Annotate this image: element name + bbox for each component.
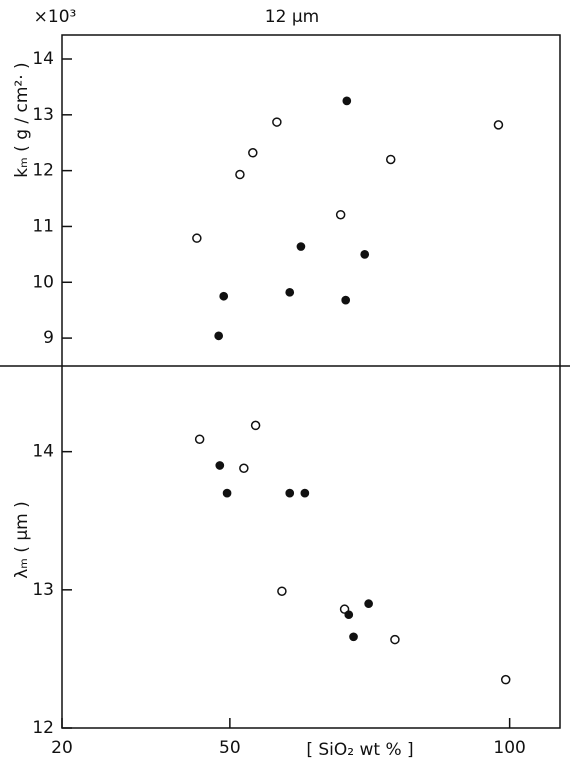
data-point: [500, 674, 511, 685]
x-tick-label: 50: [219, 738, 241, 758]
data-point: [344, 610, 354, 620]
data-point: [349, 632, 358, 642]
data-point: [192, 233, 202, 243]
data-point: [214, 331, 224, 341]
y-tick-label: 12: [32, 161, 54, 181]
y-tick-label: 14: [32, 49, 54, 69]
data-point: [277, 586, 287, 596]
data-point: [360, 250, 370, 259]
data-point: [250, 420, 261, 431]
data-point: [296, 242, 306, 251]
y-tick-label: 13: [32, 105, 54, 125]
data-point: [194, 434, 205, 444]
x-tick-label: 100: [493, 738, 525, 758]
data-point: [385, 154, 396, 165]
data-point: [248, 148, 258, 158]
y-tick-label: 9: [43, 328, 54, 348]
data-point: [341, 295, 351, 305]
data-point: [342, 96, 352, 106]
data-point: [219, 291, 229, 301]
y-tick-label: 14: [32, 442, 54, 462]
y-multiplier: ×10³: [34, 7, 77, 27]
data-point: [300, 488, 310, 498]
data-point: [493, 120, 504, 130]
data-point: [335, 209, 346, 220]
frame: [61, 34, 561, 729]
data-point: [222, 488, 232, 498]
x-tick-label: 20: [51, 738, 73, 758]
data-point: [390, 634, 400, 645]
data-point: [235, 169, 245, 180]
y-tick-label: 11: [32, 216, 54, 236]
data-point: [364, 599, 373, 608]
y-tick-label: 13: [32, 580, 54, 600]
y-axis-label: kₘ ( g / cm²· ): [12, 62, 32, 177]
data-point: [285, 287, 295, 297]
y-tick-label: 12: [32, 718, 54, 738]
y-axis-label: λₘ ( μm ): [12, 501, 32, 579]
x-axis-label: [ SiO₂ wt % ]: [306, 740, 413, 760]
chart-title: 12 μm: [265, 7, 319, 27]
data-point: [215, 461, 225, 470]
data-point: [272, 117, 282, 127]
data-point: [239, 463, 249, 473]
y-tick-label: 10: [32, 272, 54, 292]
data-point: [285, 488, 295, 498]
